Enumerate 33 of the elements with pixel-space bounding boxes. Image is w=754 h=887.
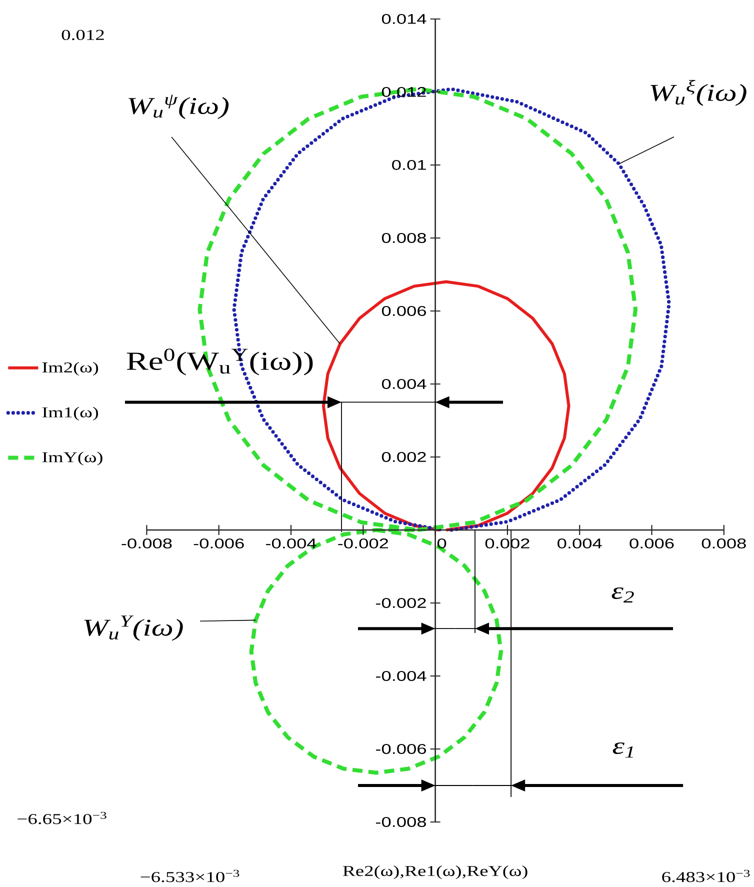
text: −6.65×10$^{−3}$ (18, 812, 106, 824)
annotation: ε$_{1}$ (612, 742, 634, 758)
y-tick-label: 0.002 (382, 452, 426, 462)
x-axis-title: Re2(ω),Re1(ω),ReY(ω) (342, 866, 528, 880)
x-tick-label: 0.004 (558, 538, 602, 548)
x-tick-label: 0.008 (702, 538, 746, 548)
line-series (322, 280, 570, 532)
ref-line-label: Re$^{0}$(W$_{u}$$^{Y}$(iω)) (126, 348, 313, 376)
text: −6.533×10$^{−3}$ (140, 870, 240, 882)
legend-label: Im1(ω) (42, 406, 98, 420)
x-tick-label: -0.008 (122, 538, 172, 548)
x-tick-label: -0.006 (194, 538, 244, 548)
legend-label: Im2(ω) (42, 362, 98, 376)
y-tick-label: 0.004 (382, 379, 426, 389)
text: 0.012 (62, 30, 104, 40)
legend-label: ImY(ω) (42, 452, 102, 466)
annotation: ε$_{2}$ (612, 587, 634, 603)
annotation: W$_{u}$$^{ψ}$(iω) (128, 94, 229, 119)
y-tick-label: -0.008 (376, 817, 426, 827)
y-tick-label: 0.014 (382, 14, 426, 24)
y-tick-label: -0.004 (376, 671, 426, 681)
annotation: W$_{u}$$^{Y}$(iω) (84, 616, 183, 641)
y-tick-label: 0.01 (392, 160, 426, 170)
text: 6.483×10$^{−3}$ (662, 870, 750, 882)
annotation: W$_{u}$$^{ξ}$(iω) (650, 80, 746, 106)
y-tick-label: 0.006 (382, 306, 426, 316)
x-tick-label: 0 (437, 538, 446, 548)
y-tick-label: -0.002 (376, 598, 426, 608)
x-tick-label: -0.004 (266, 538, 316, 548)
y-tick-label: -0.006 (376, 744, 426, 754)
y-tick-label: 0.008 (382, 233, 426, 243)
x-tick-label: 0.006 (630, 538, 674, 548)
x-tick-label: -0.002 (338, 538, 388, 548)
